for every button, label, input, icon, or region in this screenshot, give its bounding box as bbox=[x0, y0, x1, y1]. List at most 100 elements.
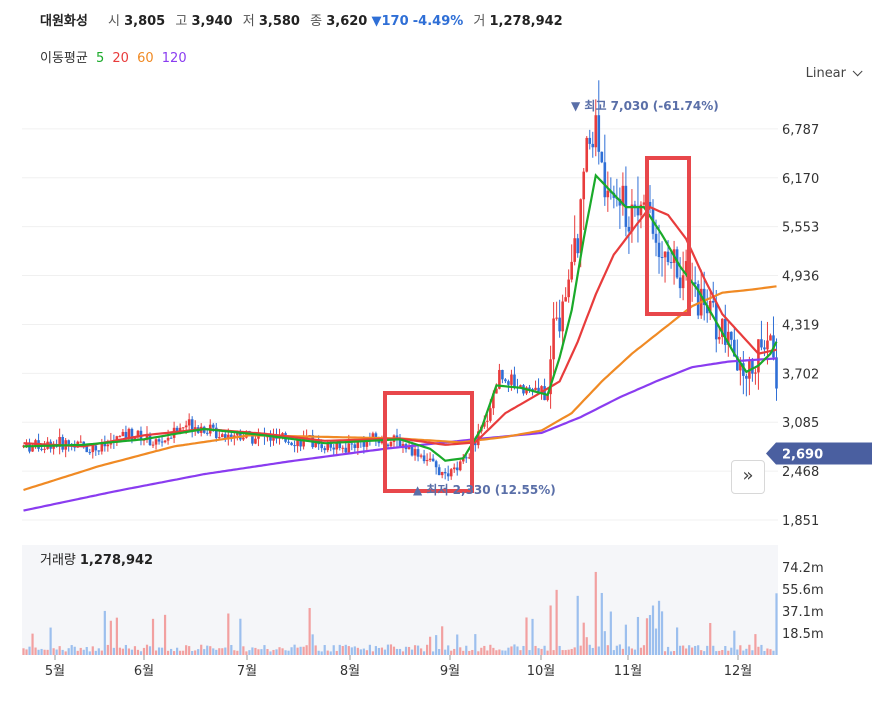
volume-bar bbox=[43, 649, 46, 655]
ma-120-line bbox=[23, 357, 777, 512]
volume-bar bbox=[468, 650, 471, 655]
volume-bar bbox=[660, 611, 664, 655]
volume-bar bbox=[576, 595, 579, 655]
x-tick-label: 7월 bbox=[237, 664, 257, 679]
volume-bar bbox=[757, 646, 760, 655]
volume-bar bbox=[525, 617, 528, 655]
x-tick-label: 8월 bbox=[340, 664, 360, 679]
ma-20[interactable]: 20 bbox=[112, 51, 129, 66]
volume-bar bbox=[733, 630, 736, 655]
volume-bar bbox=[94, 650, 97, 655]
volume-bar bbox=[609, 611, 612, 655]
candle-body bbox=[127, 428, 131, 439]
volume-bar bbox=[365, 650, 368, 655]
candle-body bbox=[410, 446, 414, 456]
candle-body bbox=[597, 115, 601, 152]
volume-bar bbox=[227, 613, 230, 655]
candle-body bbox=[377, 440, 381, 444]
candle-body bbox=[242, 437, 245, 440]
volume-bar bbox=[618, 644, 621, 655]
candle-body bbox=[362, 441, 366, 447]
x-axis-ticks: 5월 6월 7월 8월 9월 10월 11월 12월 bbox=[45, 655, 752, 679]
candle-body bbox=[163, 440, 167, 443]
candle-body bbox=[100, 442, 104, 452]
candle-body bbox=[483, 421, 486, 427]
candle-body bbox=[567, 279, 570, 298]
candle-body bbox=[103, 442, 107, 447]
candle-body bbox=[326, 442, 330, 451]
candle-body bbox=[657, 242, 661, 258]
volume-bar bbox=[715, 651, 718, 655]
volume-bar bbox=[591, 647, 594, 655]
highlight-box bbox=[383, 391, 474, 493]
candle-body bbox=[205, 432, 209, 434]
candle-body bbox=[302, 438, 305, 447]
volume-bar bbox=[675, 627, 679, 655]
y-tick-label: 5,553 bbox=[782, 221, 819, 236]
candle-body bbox=[94, 445, 98, 451]
volume-bar bbox=[317, 650, 320, 655]
candle-body bbox=[296, 439, 299, 447]
volume-bar bbox=[281, 648, 284, 655]
volume-bar bbox=[573, 647, 576, 655]
x-tick-label: 5월 bbox=[45, 664, 65, 679]
volume-bar bbox=[742, 650, 745, 655]
candle-body bbox=[413, 449, 417, 456]
volume-bar bbox=[308, 608, 311, 655]
volume-panel-value: 1,278,942 bbox=[79, 553, 154, 568]
volume-bar bbox=[419, 648, 423, 655]
volume-bar bbox=[739, 645, 742, 655]
candle-body bbox=[591, 143, 595, 148]
volume-bar bbox=[585, 637, 588, 655]
ma-5[interactable]: 5 bbox=[95, 51, 105, 66]
candle-body bbox=[458, 461, 462, 471]
volume-bar bbox=[320, 651, 323, 655]
moving-average-lines bbox=[23, 173, 778, 512]
volume-bar bbox=[67, 648, 70, 655]
scale-selector[interactable]: Linear bbox=[805, 66, 863, 81]
volume-bar bbox=[718, 650, 721, 655]
volume-bar bbox=[22, 648, 25, 655]
volume-bar bbox=[495, 650, 498, 655]
candle-body bbox=[537, 387, 540, 392]
ma-60[interactable]: 60 bbox=[137, 51, 154, 66]
candle-body bbox=[769, 335, 772, 341]
volume-bar bbox=[429, 636, 432, 655]
volume-bar bbox=[25, 649, 28, 655]
candle-body bbox=[344, 447, 348, 453]
scroll-to-latest-button[interactable]: » bbox=[731, 460, 765, 494]
scale-selector-label: Linear bbox=[805, 66, 846, 81]
candle-body bbox=[730, 331, 733, 340]
candle-body bbox=[440, 472, 444, 476]
volume-bar bbox=[651, 605, 655, 655]
volume-bar bbox=[284, 650, 287, 655]
volume-bar bbox=[639, 647, 643, 655]
volume-bar bbox=[290, 647, 293, 655]
volume-bar bbox=[215, 649, 218, 655]
candle-body bbox=[555, 317, 558, 319]
candle-body bbox=[534, 387, 537, 391]
volume-bar bbox=[498, 649, 501, 655]
volume-bar bbox=[323, 645, 326, 655]
high-value: 3,940 bbox=[191, 14, 233, 29]
candle-body bbox=[437, 467, 441, 476]
volume-bar bbox=[179, 650, 182, 655]
candle-body bbox=[579, 199, 583, 254]
volume-bar bbox=[745, 648, 748, 655]
volume-bar bbox=[127, 648, 131, 655]
volume-bar bbox=[224, 647, 227, 655]
ma-5-line bbox=[23, 173, 778, 462]
volume-bar bbox=[567, 649, 570, 655]
candle-body bbox=[630, 204, 634, 232]
volume-bar bbox=[588, 644, 591, 655]
candle-body bbox=[528, 387, 531, 390]
candle-body bbox=[693, 282, 697, 285]
volume-bar bbox=[46, 649, 49, 655]
ma-120[interactable]: 120 bbox=[161, 51, 187, 66]
volume-bar bbox=[251, 647, 254, 655]
candle-body bbox=[639, 204, 643, 216]
volume-bar bbox=[49, 627, 52, 655]
candle-body bbox=[495, 388, 498, 394]
volume-bar bbox=[85, 646, 88, 655]
